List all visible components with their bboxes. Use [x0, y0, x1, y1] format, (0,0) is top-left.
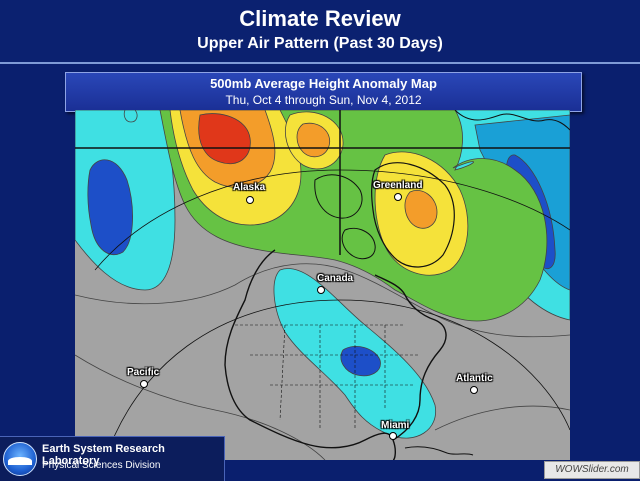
- north-america-coastline: [374, 274, 447, 441]
- height-contour: [434, 405, 570, 431]
- place-marker-miami: [389, 432, 397, 440]
- place-marker-alaska: [246, 196, 254, 204]
- greenland-coastline: [371, 162, 455, 268]
- height-contour: [75, 354, 326, 460]
- map-date-range: Thu, Oct 4 through Sun, Nov 4, 2012: [225, 93, 422, 107]
- arctic-negative-anomaly: [123, 110, 138, 123]
- height-anomaly-map: Alaska Greenland Canada Pacific Atlantic…: [75, 110, 570, 460]
- slide-subtitle: Upper Air Pattern (Past 30 Days): [197, 35, 443, 52]
- lab-division: Physical Sciences Division: [42, 460, 161, 471]
- place-marker-greenland: [394, 193, 402, 201]
- map-banner: 500mb Average Height Anomaly Map Thu, Oc…: [65, 72, 582, 112]
- esrl-logo: Earth System Research Laboratory Physica…: [0, 436, 225, 481]
- latitude-circle: [94, 169, 570, 271]
- great-lakes-strong-negative-anomaly: [340, 346, 381, 377]
- height-contour: [75, 263, 570, 338]
- arctic-islands-coastline: [314, 174, 376, 260]
- wowslider-watermark-link[interactable]: WOWSlider.com: [544, 461, 640, 479]
- slide-header: Climate Review Upper Air Pattern (Past 3…: [0, 0, 640, 62]
- place-marker-pacific: [140, 380, 148, 388]
- place-label-greenland: Greenland: [373, 180, 423, 191]
- place-label-miami: Miami: [381, 420, 410, 431]
- greenland-warm-positive-anomaly: [404, 190, 438, 229]
- place-marker-canada: [317, 286, 325, 294]
- eurasia-coastline: [454, 110, 570, 131]
- header-divider: [0, 62, 640, 64]
- slide-title: Climate Review: [239, 6, 401, 31]
- noaa-seal-icon: [3, 442, 37, 476]
- caribbean-coastline: [404, 446, 474, 456]
- place-label-alaska: Alaska: [233, 182, 266, 193]
- lab-name: Earth System Research Laboratory: [42, 443, 165, 467]
- place-marker-atlantic: [470, 386, 478, 394]
- pacific-strong-negative-anomaly: [87, 159, 133, 256]
- place-label-canada: Canada: [317, 273, 354, 284]
- us-state-boundaries: [235, 324, 420, 430]
- place-label-pacific: Pacific: [127, 367, 160, 378]
- map-title: 500mb Average Height Anomaly Map: [210, 76, 437, 91]
- map-canvas: [75, 110, 570, 460]
- place-label-atlantic: Atlantic: [456, 373, 493, 384]
